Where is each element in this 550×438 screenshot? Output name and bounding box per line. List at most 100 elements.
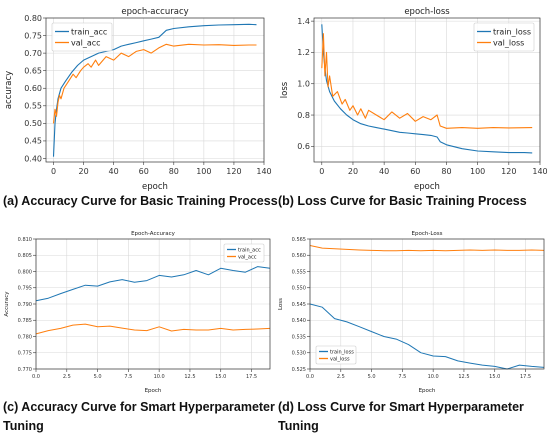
c0-y-tick-label-4: 0.60 <box>24 84 42 93</box>
c3-chart-title: Epoch-Loss <box>412 231 443 237</box>
accuracy-chart-basic: 0 20 40 60 80 100 120 140 0.40 0.45 0.50 0.55 0.60 0.… <box>4 7 272 192</box>
c0-legend-label-train-acc: train_acc <box>71 27 107 36</box>
c2-y-axis-label: Accuracy <box>4 291 10 317</box>
loss-chart-smart: 0.0 2.5 5.0 7.5 10.0 12.5 15.0 17.5 0.525 0.530 0.… <box>278 231 545 394</box>
c0-y-tick-label-7: 0.75 <box>24 31 42 40</box>
c0-axes-frame <box>45 17 265 163</box>
c1-chart-title: epoch-loss <box>404 7 450 17</box>
c0-legend: train_acc val_acc <box>51 22 113 52</box>
c0-y-tick-label-5: 0.65 <box>24 66 42 75</box>
caption-a: (a) Accuracy Curve for Basic Training Pr… <box>3 194 278 208</box>
c3-axes-frame <box>309 238 545 370</box>
c1-x-tick-label-7: 140 <box>532 167 547 176</box>
c0-y-axis-label: accuracy <box>4 71 14 109</box>
c0-chart-title: epoch-accuracy <box>121 7 188 17</box>
c1-legend-label-val-loss: val_loss <box>493 38 524 47</box>
c2-y-tick-label-1: 0.775 <box>18 351 32 357</box>
c3-x-tick-label-5: 12.5 <box>458 374 469 380</box>
c3-y-axis-label: Loss <box>278 298 284 310</box>
c0-x-tick-label-3: 60 <box>139 167 149 176</box>
c0-x-tick-label-1: 20 <box>78 167 88 176</box>
caption-c-line2: Tuning <box>3 419 44 433</box>
c0-y-tick-label-2: 0.50 <box>24 119 42 128</box>
c2-axes-frame <box>35 238 271 370</box>
c2-y-tick-label-2: 0.780 <box>18 334 32 340</box>
c1-x-tick-label-4: 80 <box>441 167 451 176</box>
c0-x-tick-label-5: 100 <box>196 167 211 176</box>
c0-x-tick-label-7: 140 <box>256 167 271 176</box>
c2-x-tick-label-1: 2.5 <box>63 374 71 380</box>
c0-x-tick-label-0: 0 <box>51 167 56 176</box>
c2-y-tick-label-8: 0.810 <box>18 237 32 243</box>
c2-series-val-acc <box>35 323 271 335</box>
c1-x-tick-label-3: 60 <box>410 167 420 176</box>
c1-y-axis-label: loss <box>280 81 290 98</box>
c2-legend-label-train-acc: train_acc <box>238 247 261 253</box>
c1-y-tick-label-3: 1.2 <box>297 48 310 57</box>
c1-y-tick-label-2: 1.0 <box>297 80 310 89</box>
c0-series-val-acc <box>52 43 257 124</box>
caption-b: (b) Loss Curve for Basic Training Proces… <box>278 194 527 208</box>
c3-x-tick-label-6: 15.0 <box>489 374 500 380</box>
c0-x-tick-label-2: 40 <box>109 167 119 176</box>
c1-x-tick-label-6: 120 <box>501 167 516 176</box>
c2-x-tick-label-6: 15.0 <box>215 374 226 380</box>
c2-y-tick-label-7: 0.805 <box>18 253 32 259</box>
c3-y-tick-label-5: 0.550 <box>292 286 306 292</box>
c3-x-tick-label-0: 0.0 <box>306 374 314 380</box>
c1-legend-label-train-loss: train_loss <box>493 27 531 36</box>
c0-legend-box <box>51 22 113 52</box>
c3-x-tick-label-4: 10.0 <box>428 374 439 380</box>
c3-y-tick-label-3: 0.540 <box>292 318 306 324</box>
c1-legend-box <box>473 22 535 52</box>
c0-y-tick-label-1: 0.45 <box>24 137 42 146</box>
c1-x-tick-label-0: 0 <box>319 167 324 176</box>
c3-x-axis-label: Epoch <box>419 388 436 394</box>
c2-y-tick-label-0: 0.770 <box>18 367 32 373</box>
c0-series-train-acc <box>52 23 257 157</box>
c2-y-tick-label-5: 0.795 <box>18 286 32 292</box>
c3-x-tick-label-1: 2.5 <box>337 374 345 380</box>
c2-y-tick-label-6: 0.800 <box>18 269 32 275</box>
c0-y-tick-label-0: 0.40 <box>24 154 42 163</box>
caption-d: (d) Loss Curve for Smart Hyperparameter … <box>278 398 524 436</box>
c2-chart-title: Epoch-Accuracy <box>131 231 176 237</box>
caption-d-line2: Tuning <box>278 419 319 433</box>
c3-y-tick-label-0: 0.525 <box>292 367 306 373</box>
c2-y-tick-label-3: 0.785 <box>18 318 32 324</box>
c3-y-tick-label-4: 0.545 <box>292 302 306 308</box>
c2-x-tick-label-4: 10.0 <box>154 374 165 380</box>
c1-y-tick-label-4: 1.4 <box>297 17 310 26</box>
loss-chart-basic: 0 20 40 60 80 100 120 140 0.6 0.8 1.0 1.2 1.4 epoch-l… <box>280 7 548 192</box>
c2-x-tick-label-2: 5.0 <box>94 374 102 380</box>
caption-d-line1: (d) Loss Curve for Smart Hyperparameter <box>278 400 524 414</box>
c3-x-tick-label-3: 7.5 <box>398 374 406 380</box>
c1-series-train-loss <box>321 24 533 154</box>
c3-legend-label-val-loss: val_loss <box>330 356 350 362</box>
caption-c: (c) Accuracy Curve for Smart Hyperparame… <box>3 398 275 436</box>
c1-x-tick-label-2: 40 <box>379 167 389 176</box>
c0-y-tick-label-3: 0.55 <box>24 102 42 111</box>
c3-legend-box <box>315 345 357 365</box>
c2-x-tick-label-5: 12.5 <box>184 374 195 380</box>
c1-y-tick-label-1: 0.8 <box>297 111 310 120</box>
c2-series-train-acc <box>35 266 271 302</box>
c3-legend-label-train-loss: train_loss <box>330 349 354 355</box>
c3-y-tick-label-2: 0.535 <box>292 334 306 340</box>
c2-x-tick-label-3: 7.5 <box>124 374 132 380</box>
c0-x-tick-label-4: 80 <box>169 167 179 176</box>
c0-legend-label-val-acc: val_acc <box>71 38 101 47</box>
c1-legend: train_loss val_loss <box>473 22 535 52</box>
c3-series-train-loss <box>309 303 545 370</box>
c1-series-val-loss <box>321 33 533 129</box>
c0-x-tick-label-6: 120 <box>226 167 241 176</box>
c2-legend-label-val-acc: val_acc <box>238 254 257 260</box>
c2-x-tick-label-7: 17.5 <box>246 374 257 380</box>
c3-y-tick-label-7: 0.560 <box>292 253 306 259</box>
c2-legend-box <box>223 243 265 263</box>
c3-series-val-loss <box>309 245 545 252</box>
c1-x-tick-label-1: 20 <box>348 167 358 176</box>
c2-x-tick-label-0: 0.0 <box>32 374 40 380</box>
